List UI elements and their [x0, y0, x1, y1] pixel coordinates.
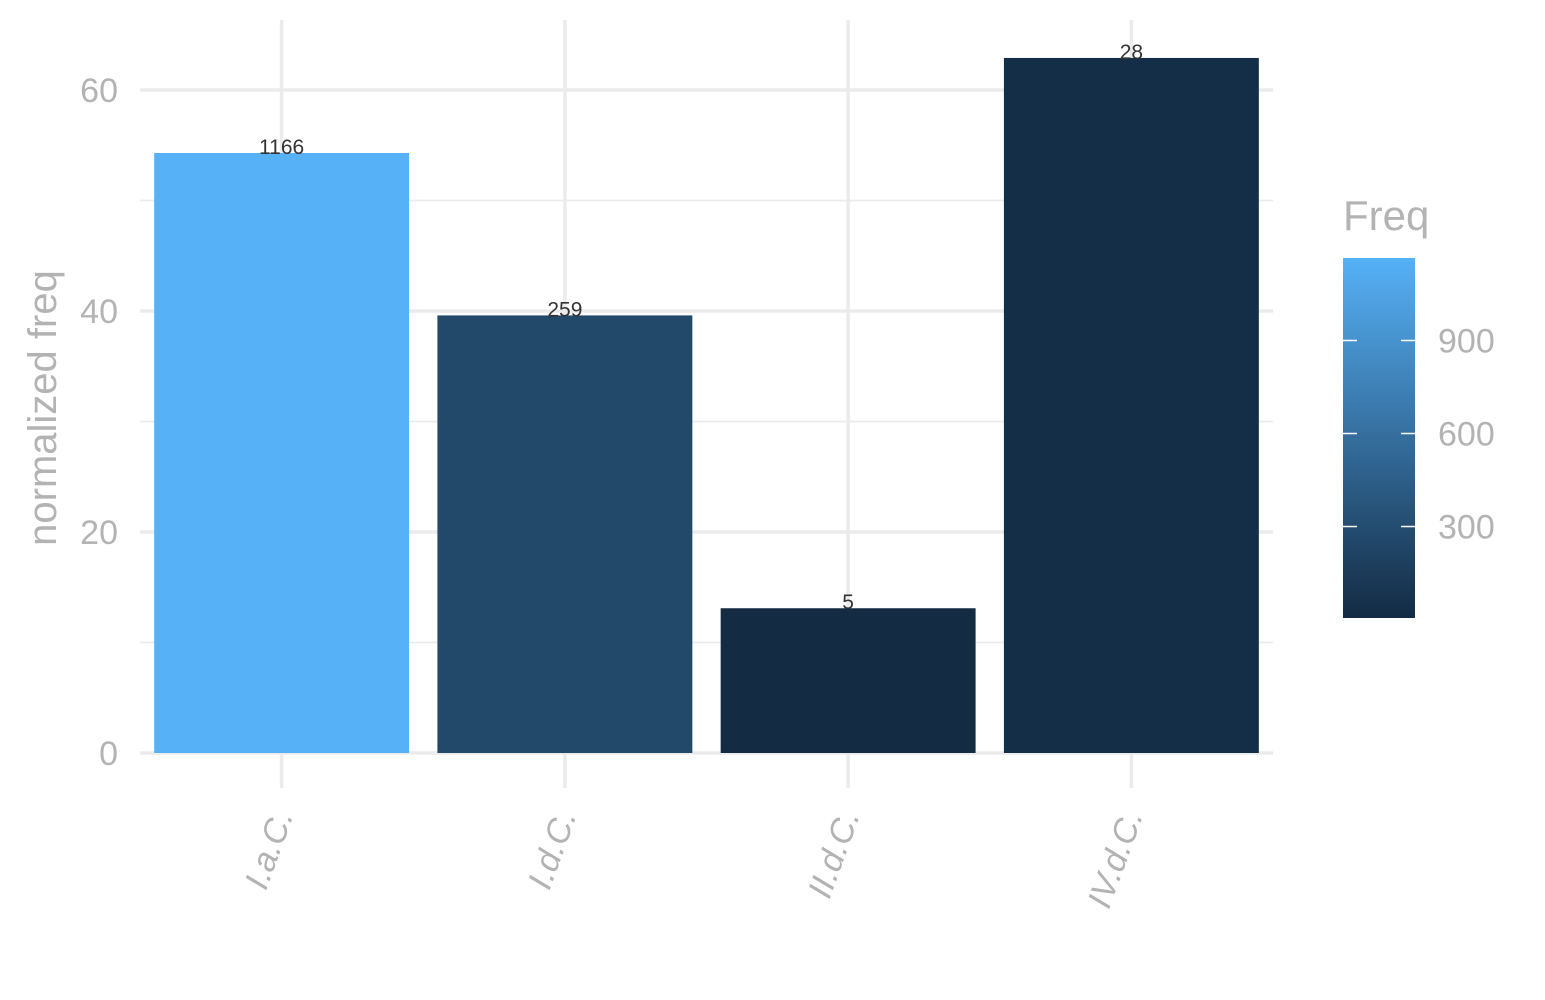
data-label: 259 [547, 298, 582, 321]
x-tick-label: IV.d.C. [1081, 805, 1151, 913]
y-axis: 0 20 40 60 [80, 72, 118, 773]
bar-1 [154, 152, 410, 754]
x-tick-label: I.d.C. [521, 805, 584, 894]
data-labels: 1166 259 5 28 [259, 41, 1143, 614]
x-axis: I.a.C. I.d.C. II.d.C. IV.d.C. [238, 805, 1151, 913]
legend-tick-label: 300 [1438, 509, 1495, 547]
bar-4 [1003, 57, 1259, 753]
y-axis-title: normalized freq [21, 270, 65, 546]
legend-colorbar [1343, 258, 1415, 618]
bar-3 [720, 608, 976, 753]
bars [154, 57, 1259, 754]
y-tick-label: 0 [99, 735, 118, 773]
data-label: 28 [1120, 41, 1143, 64]
legend: Freq 300 600 900 [1343, 192, 1495, 618]
legend-tick-label: 600 [1438, 416, 1495, 454]
bar-2 [437, 315, 693, 753]
x-tick-label: I.a.C. [238, 805, 301, 894]
legend-title: Freq [1343, 192, 1429, 239]
x-tick-label: II.d.C. [801, 805, 868, 903]
data-label: 5 [842, 591, 854, 614]
data-label: 1166 [259, 136, 304, 159]
y-tick-label: 40 [80, 293, 118, 331]
y-tick-label: 20 [80, 514, 118, 552]
y-tick-label: 60 [80, 72, 118, 110]
legend-tick-label: 900 [1438, 322, 1495, 360]
